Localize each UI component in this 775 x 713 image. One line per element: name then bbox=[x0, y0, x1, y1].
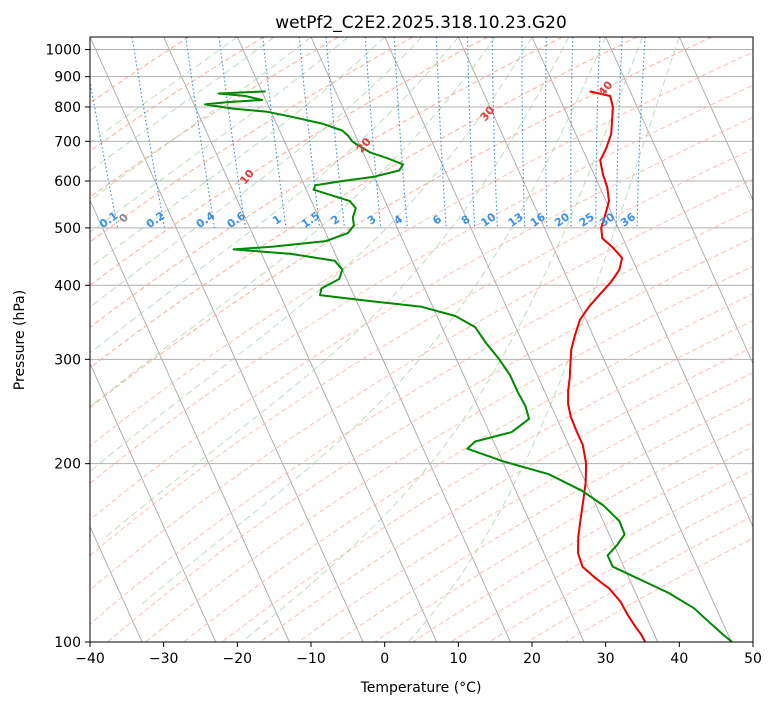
x-tick-label: 50 bbox=[744, 651, 762, 667]
x-tick-label: −30 bbox=[149, 651, 179, 667]
x-tick-label: 20 bbox=[523, 651, 541, 667]
x-tick-label: 10 bbox=[449, 651, 467, 667]
x-axis-label: Temperature (°C) bbox=[360, 680, 482, 696]
y-tick-label: 800 bbox=[54, 100, 81, 116]
x-tick-label: 40 bbox=[670, 651, 688, 667]
y-tick-label: 200 bbox=[54, 457, 81, 473]
y-tick-label: 300 bbox=[54, 352, 81, 368]
x-tick-label: −10 bbox=[296, 651, 326, 667]
chart-title: wetPf2_C2E2.2025.318.10.23.G20 bbox=[275, 13, 567, 33]
x-tick-label: −40 bbox=[75, 651, 105, 667]
y-tick-label: 400 bbox=[54, 278, 81, 294]
y-tick-label: 600 bbox=[54, 174, 81, 190]
y-tick-label: 500 bbox=[54, 221, 81, 237]
x-tick-label: 0 bbox=[380, 651, 389, 667]
y-tick-label: 900 bbox=[54, 70, 81, 86]
y-axis-label: Pressure (hPa) bbox=[12, 290, 28, 390]
x-tick-label: −20 bbox=[223, 651, 253, 667]
y-tick-label: 100 bbox=[54, 635, 81, 651]
x-tick-label: 30 bbox=[597, 651, 615, 667]
y-tick-label: 700 bbox=[54, 134, 81, 150]
y-tick-label: 1000 bbox=[45, 43, 81, 59]
